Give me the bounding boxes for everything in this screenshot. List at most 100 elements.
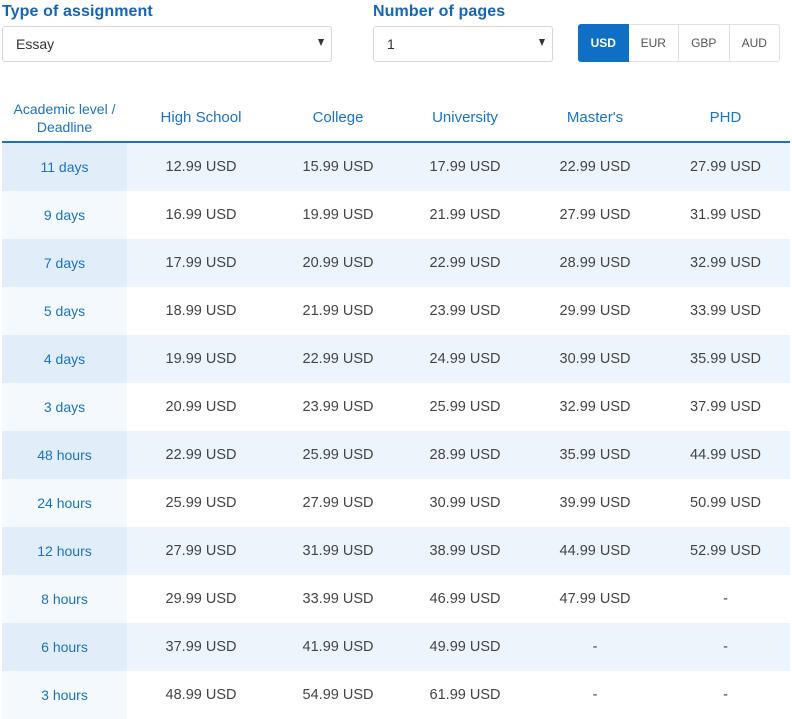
price-table: Academic level / Deadline High School Co…	[2, 94, 790, 719]
table-row: 4 days 19.99 USD 22.99 USD 24.99 USD 30.99 U…	[2, 335, 790, 383]
price-cell: 17.99 USD	[429, 159, 501, 175]
deadline-cell: 8 hours	[2, 575, 127, 623]
price-cell: 22.99 USD	[302, 351, 374, 367]
price-cell: 29.99 USD	[559, 303, 631, 319]
price-cell: 37.99 USD	[690, 399, 761, 415]
price-cell: 29.99 USD	[165, 591, 237, 607]
price-cell: -	[723, 591, 728, 607]
currency-eur-button[interactable]: EUR	[628, 24, 679, 62]
price-cell: 17.99 USD	[165, 255, 237, 271]
deadline-cell: 12 hours	[2, 527, 127, 575]
price-cell: -	[592, 639, 598, 655]
price-cell: 54.99 USD	[302, 687, 374, 703]
deadline-cell: 24 hours	[2, 479, 127, 527]
price-cell: 20.99 USD	[302, 255, 374, 271]
deadline-cell: 3 days	[2, 383, 127, 431]
price-cell: 27.99 USD	[559, 207, 631, 223]
price-cell: 32.99 USD	[690, 255, 761, 271]
price-cell: 21.99 USD	[302, 303, 374, 319]
price-cell: 21.99 USD	[429, 207, 501, 223]
price-cell: 15.99 USD	[302, 159, 374, 175]
table-row: 3 hours 48.99 USD 54.99 USD 61.99 USD - -	[2, 671, 790, 719]
price-cell: -	[723, 687, 728, 703]
header-phd: PHD	[709, 108, 742, 126]
price-cell: 30.99 USD	[559, 351, 631, 367]
price-cell: 20.99 USD	[165, 399, 237, 415]
chevron-down-icon	[318, 39, 324, 46]
price-cell: 32.99 USD	[559, 399, 631, 415]
price-cell: 50.99 USD	[690, 495, 761, 511]
price-cell: 22.99 USD	[165, 447, 237, 463]
table-row: 9 days 16.99 USD 19.99 USD 21.99 USD 27.99 U…	[2, 191, 790, 239]
price-cell: 16.99 USD	[165, 207, 237, 223]
deadline-cell: 6 hours	[2, 623, 127, 671]
price-cell: 23.99 USD	[429, 303, 501, 319]
deadline-cell: 4 days	[2, 335, 127, 383]
currency-usd-button[interactable]: USD	[578, 24, 629, 62]
table-row: 12 hours 27.99 USD 31.99 USD 38.99 USD 44.99…	[2, 527, 790, 575]
price-cell: 39.99 USD	[559, 495, 631, 511]
price-cell: -	[723, 639, 728, 655]
deadline-cell: 5 days	[2, 287, 127, 335]
price-cell: 19.99 USD	[302, 207, 374, 223]
price-cell: -	[592, 687, 598, 703]
price-cell: 38.99 USD	[429, 543, 501, 559]
price-cell: 25.99 USD	[165, 495, 237, 511]
assignment-type-select[interactable]: Essay	[2, 26, 332, 62]
price-cell: 35.99 USD	[559, 447, 631, 463]
price-cell: 41.99 USD	[302, 639, 374, 655]
table-row: 7 days 17.99 USD 20.99 USD 22.99 USD 28.99 U…	[2, 239, 790, 287]
currency-switcher: USD EUR GBP AUD	[578, 24, 780, 62]
deadline-cell: 48 hours	[2, 431, 127, 479]
price-cell: 49.99 USD	[429, 639, 501, 655]
deadline-cell: 11 days	[2, 143, 127, 191]
price-cell: 22.99 USD	[559, 159, 631, 175]
price-cell: 30.99 USD	[429, 495, 501, 511]
price-cell: 61.99 USD	[429, 687, 501, 703]
price-cell: 19.99 USD	[165, 351, 237, 367]
table-body: 11 days 12.99 USD 15.99 USD 17.99 USD 22.99 …	[2, 143, 790, 719]
price-cell: 31.99 USD	[302, 543, 374, 559]
price-cell: 37.99 USD	[165, 639, 237, 655]
header-high-school: High School	[160, 108, 242, 126]
price-cell: 46.99 USD	[429, 591, 501, 607]
assignment-type-value: Essay	[16, 36, 55, 52]
price-cell: 33.99 USD	[690, 303, 761, 319]
currency-aud-button[interactable]: AUD	[729, 24, 780, 62]
table-row: 11 days 12.99 USD 15.99 USD 17.99 USD 22.99 …	[2, 143, 790, 191]
deadline-cell: 9 days	[2, 191, 127, 239]
header-masters: Master's	[566, 108, 624, 126]
header-college: College	[312, 108, 364, 126]
price-cell: 31.99 USD	[690, 207, 761, 223]
header-university: University	[432, 108, 498, 126]
pages-value: 1	[387, 36, 395, 52]
price-cell: 48.99 USD	[165, 687, 237, 703]
table-row: 3 days 20.99 USD 23.99 USD 25.99 USD 32.99 U…	[2, 383, 790, 431]
price-cell: 47.99 USD	[559, 591, 631, 607]
price-cell: 35.99 USD	[690, 351, 761, 367]
price-cell: 28.99 USD	[559, 255, 631, 271]
table-row: 8 hours 29.99 USD 33.99 USD 46.99 USD 47.99 …	[2, 575, 790, 623]
price-cell: 27.99 USD	[302, 495, 374, 511]
deadline-cell: 3 hours	[2, 671, 127, 719]
pages-select[interactable]: 1	[373, 26, 553, 62]
pages-label: Number of pages	[373, 3, 506, 20]
price-cell: 33.99 USD	[302, 591, 374, 607]
price-cell: 27.99 USD	[165, 543, 237, 559]
price-cell: 44.99 USD	[559, 543, 631, 559]
table-header: Academic level / Deadline High School Co…	[2, 94, 790, 143]
price-cell: 18.99 USD	[165, 303, 237, 319]
assignment-type-label: Type of assignment	[2, 3, 153, 20]
table-row: 24 hours 25.99 USD 27.99 USD 30.99 USD 39.99…	[2, 479, 790, 527]
price-cell: 44.99 USD	[690, 447, 761, 463]
header-deadline: Academic level / Deadline	[13, 100, 116, 135]
deadline-cell: 7 days	[2, 239, 127, 287]
table-row: 48 hours 22.99 USD 25.99 USD 28.99 USD 35.99…	[2, 431, 790, 479]
table-row: 5 days 18.99 USD 21.99 USD 23.99 USD 29.99 U…	[2, 287, 790, 335]
price-cell: 52.99 USD	[690, 543, 761, 559]
price-cell: 23.99 USD	[302, 399, 374, 415]
currency-gbp-button[interactable]: GBP	[679, 24, 730, 62]
price-cell: 22.99 USD	[429, 255, 501, 271]
price-cell: 28.99 USD	[429, 447, 501, 463]
price-cell: 25.99 USD	[302, 447, 374, 463]
